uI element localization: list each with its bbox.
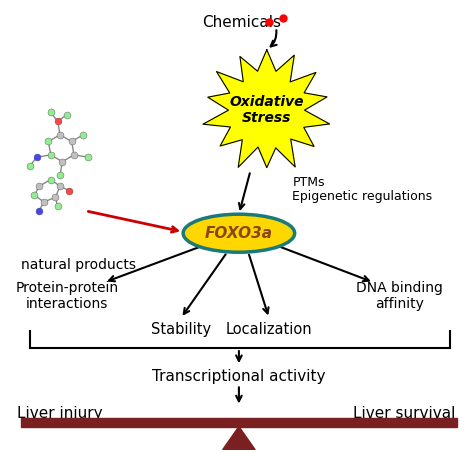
- Text: Localization: Localization: [226, 322, 312, 337]
- Polygon shape: [203, 50, 329, 168]
- Text: Protein-protein
interactions: Protein-protein interactions: [16, 281, 118, 311]
- Text: Epigenetic regulations: Epigenetic regulations: [292, 190, 432, 203]
- Text: PTMs: PTMs: [292, 176, 325, 189]
- Text: Oxidative
Stress: Oxidative Stress: [229, 95, 304, 125]
- Text: DNA binding
affinity: DNA binding affinity: [356, 281, 443, 311]
- Ellipse shape: [183, 214, 295, 252]
- Text: Stability: Stability: [151, 322, 211, 337]
- Text: Chemicals: Chemicals: [202, 15, 281, 30]
- Text: Transcriptional activity: Transcriptional activity: [152, 369, 326, 384]
- Text: natural products: natural products: [21, 258, 136, 271]
- Bar: [20, 419, 457, 427]
- Text: Liver survival: Liver survival: [353, 406, 455, 421]
- Text: Liver injury: Liver injury: [17, 406, 103, 421]
- Polygon shape: [223, 427, 255, 450]
- Text: FOXO3a: FOXO3a: [205, 226, 273, 241]
